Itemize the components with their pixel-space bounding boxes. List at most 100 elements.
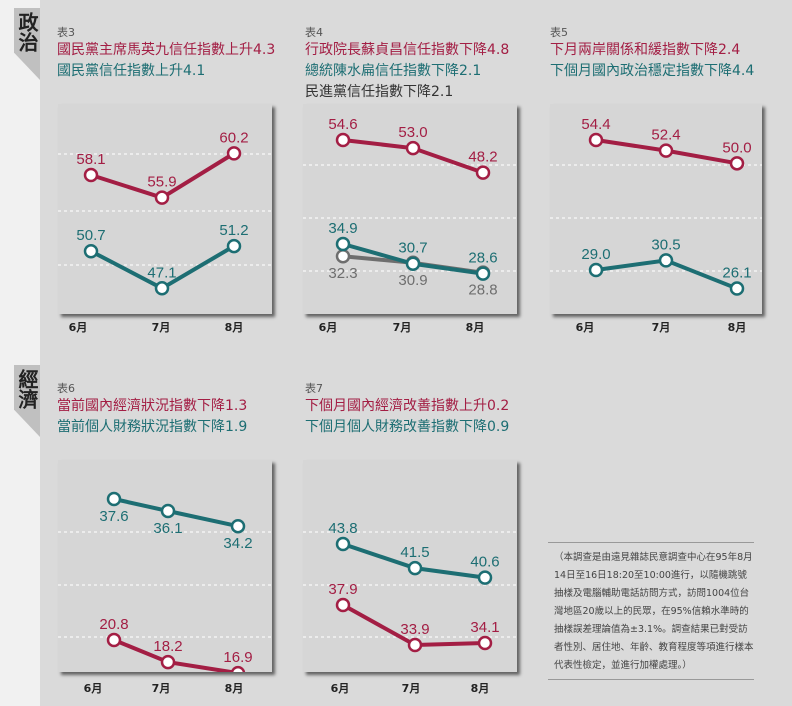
data-value-label: 40.6 [470,554,499,571]
data-value-label: 55.9 [147,174,176,191]
chart-header-t6: 表6 當前國內經濟狀況指數下降1.3 當前個人財務狀況指數下降1.9 [57,382,247,438]
x-tick-label: 6月 [330,682,350,695]
x-tick-label: 7月 [401,682,421,695]
data-point-marker [335,536,351,552]
section-label-politics: 政治 [15,12,39,52]
data-value-label: 34.2 [223,535,252,552]
data-value-label: 28.8 [468,282,497,299]
chart-title-line: 下月兩岸關係和緩指數下降2.4 [550,42,741,58]
data-point-marker [658,143,674,158]
chart-title-line: 下個月國內政治穩定指數下降4.4 [550,63,755,79]
data-value-label: 58.1 [76,151,105,168]
data-point-marker [475,266,491,281]
data-value-label: 37.6 [99,508,128,525]
chart-title-line: 下個月個人財務改善指數下降0.9 [305,419,510,435]
data-point-marker [335,597,351,613]
data-point-marker [588,262,604,278]
chart-canvas: 20.8 18.2 16.9 37.6 36.1 34.2 [58,491,272,672]
data-value-label: 34.1 [470,619,499,636]
table-number: 表7 [305,382,323,395]
data-value-label: 32.3 [328,265,357,282]
chart-canvas: 32.3 30.9 28.8 54.6 53.0 48.2 34.9 30.7 28.6 [303,116,517,299]
data-point-marker [729,156,745,171]
x-tick-label: 7月 [151,682,171,695]
data-point-marker [405,140,421,156]
chart-title-line: 當前國內經濟狀況指數下降1.3 [57,398,248,414]
data-point-marker [407,637,423,653]
chart-canvas: 37.9 33.9 34.1 43.8 41.5 40.6 [303,520,517,653]
data-point-marker [335,236,351,252]
data-point-marker [83,243,99,259]
data-point-marker [405,256,421,271]
data-point-marker [160,503,176,519]
data-point-marker [154,281,170,296]
data-value-label: 29.0 [581,246,610,263]
line-chart-t5: 54.4 52.4 50.0 29.0 30.5 26.1 [550,104,762,314]
data-value-label: 28.6 [468,250,497,267]
data-point-marker [230,518,246,534]
chart-title-line: 當前個人財務狀況指數下降1.9 [57,419,248,435]
chart-header-t4: 表4 行政院長蘇貞昌信任指數下降4.8 總統陳水扁信任指數下降2.1 民進黨信任… [305,26,509,103]
data-value-label: 53.0 [398,124,427,141]
data-point-marker [154,190,170,205]
x-tick-label: 8月 [224,321,244,334]
data-point-marker [658,253,674,268]
data-value-label: 54.4 [581,116,610,133]
data-point-marker [477,570,493,585]
data-value-label: 36.1 [153,520,182,537]
line-chart-t4: 32.3 30.9 28.8 54.6 53.0 48.2 34.9 30.7 28.6 [303,104,517,314]
data-point-marker [226,146,242,161]
data-value-label: 54.6 [328,116,357,133]
chart-canvas: 58.1 55.9 60.2 50.7 47.1 51.2 [58,129,272,296]
chart-title-line: 國民黨信任指數上升4.1 [57,63,206,79]
data-point-marker [588,132,604,148]
data-value-label: 50.7 [76,227,105,244]
data-point-marker [83,167,99,183]
data-value-label: 52.4 [651,127,680,144]
x-tick-label: 8月 [727,321,747,334]
data-point-marker [230,665,246,672]
x-tick-label: 6月 [83,682,103,695]
data-value-label: 37.9 [328,581,357,598]
data-value-label: 41.5 [400,544,429,561]
data-value-label: 30.9 [398,272,427,289]
data-point-marker [475,165,491,180]
line-chart-t6: 20.8 18.2 16.9 37.6 36.1 34.2 [58,460,272,672]
data-value-label: 30.7 [398,240,427,257]
x-tick-label: 7月 [392,321,412,334]
data-value-label: 47.1 [147,264,176,281]
data-point-marker [106,491,122,507]
x-tick-label: 7月 [651,321,671,334]
x-tick-label: 6月 [68,321,88,334]
x-tick-label: 6月 [575,321,595,334]
section-label-economy: 經濟 [15,369,39,409]
x-tick-label: 8月 [224,682,244,695]
data-value-label: 20.8 [99,616,128,633]
chart-header-t5: 表5 下月兩岸關係和緩指數下降2.4 下個月國內政治穩定指數下降4.4 [550,26,754,82]
data-value-label: 16.9 [223,649,252,666]
line-chart-t7: 37.9 33.9 34.1 43.8 41.5 40.6 [303,460,517,672]
x-tick-label: 6月 [318,321,338,334]
data-value-label: 18.2 [153,638,182,655]
table-number: 表4 [305,26,323,39]
data-point-marker [226,238,242,254]
chart-title-line: 民進黨信任指數下降2.1 [305,84,454,100]
data-value-label: 33.9 [400,621,429,638]
data-point-marker [407,560,423,576]
data-value-label: 34.9 [328,220,357,237]
data-point-marker [335,132,351,148]
line-chart-t3: 58.1 55.9 60.2 50.7 47.1 51.2 [58,104,272,314]
data-value-label: 60.2 [219,129,248,146]
table-number: 表3 [57,26,75,39]
data-point-marker [160,654,176,670]
data-value-label: 51.2 [219,222,248,239]
chart-header-t3: 表3 國民黨主席馬英九信任指數上升4.3 國民黨信任指數上升4.1 [57,26,275,82]
x-tick-label: 8月 [470,682,490,695]
table-number: 表6 [57,382,75,395]
data-point-marker [477,635,493,651]
x-tick-label: 8月 [465,321,485,334]
data-value-label: 48.2 [468,149,497,166]
data-value-label: 43.8 [328,520,357,537]
chart-title-line: 行政院長蘇貞昌信任指數下降4.8 [305,42,510,58]
data-point-marker [729,281,745,296]
